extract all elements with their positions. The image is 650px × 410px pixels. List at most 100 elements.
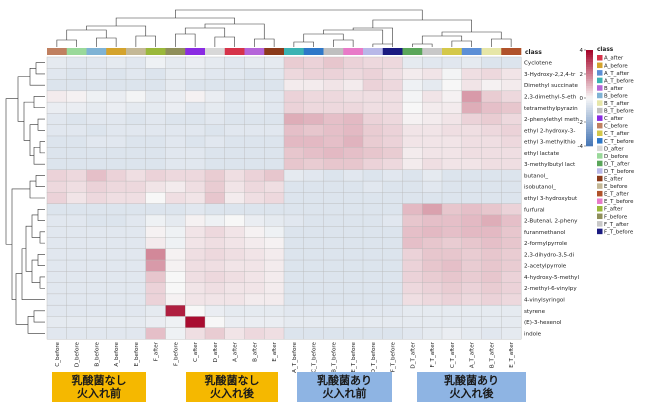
heatmap-cell: [382, 225, 403, 238]
heatmap-cell: [264, 248, 285, 261]
heatmap-cell: [185, 316, 206, 329]
heatmap-cell: [244, 327, 265, 340]
heatmap-cell: [441, 237, 463, 250]
heatmap-cell: [501, 68, 522, 81]
colorbar-swatch: [586, 114, 593, 118]
heatmap-cell: [86, 169, 107, 182]
legend-swatch: [597, 122, 603, 129]
heatmap-cell: [145, 113, 166, 126]
heatmap-cell: [145, 192, 166, 205]
heatmap-cell: [461, 180, 482, 193]
heatmap-cell: [461, 214, 482, 227]
heatmap-cell: [382, 293, 403, 306]
heatmap-cell: [323, 304, 344, 317]
heatmap-cell: [145, 79, 166, 92]
heatmap-cell: [244, 101, 265, 114]
class-annotation-cell: [66, 48, 87, 55]
heatmap-cell: [86, 158, 107, 171]
heatmap-cell: [501, 101, 522, 114]
dendrogram-branch: [37, 208, 45, 221]
heatmap-cell: [283, 271, 305, 284]
column-label: F_T_before: [391, 341, 397, 372]
legend-label: D_T_after: [604, 161, 630, 167]
heatmap-cell: [204, 79, 226, 92]
heatmap-cell: [46, 192, 68, 205]
class-annotation-cell: [284, 48, 305, 55]
heatmap-cell: [106, 169, 127, 182]
heatmap-cell: [244, 90, 265, 103]
heatmap-cell: [343, 158, 364, 171]
heatmap-cell: [362, 225, 384, 238]
heatmap-cell: [66, 327, 87, 340]
heatmap-cell: [441, 259, 463, 272]
dendrogram-branch: [491, 38, 512, 47]
heatmap-cell: [461, 147, 482, 160]
heatmap-cell: [106, 135, 127, 148]
heatmap-cell: [362, 192, 384, 205]
heatmap-cell: [303, 113, 324, 126]
heatmap-cell: [165, 79, 186, 92]
heatmap-cell: [145, 271, 166, 284]
heatmap-cell: [46, 271, 68, 284]
heatmap-cell: [501, 259, 522, 272]
heatmap-cell: [125, 79, 147, 92]
column-label: A_before: [114, 341, 120, 366]
heatmap-cell: [382, 124, 403, 137]
legend-label: E_before: [604, 184, 628, 190]
column-label: B_before: [94, 341, 100, 366]
heatmap-cell: [204, 203, 226, 216]
heatmap-cell: [382, 180, 403, 193]
heatmap-cell: [461, 90, 482, 103]
heatmap-cell: [86, 293, 107, 306]
heatmap-cell: [244, 135, 265, 148]
heatmap-cell: [343, 56, 364, 69]
column-label: A_T_after: [470, 341, 476, 368]
heatmap-cell: [106, 316, 127, 329]
legend-swatch: [597, 77, 603, 84]
class-annotation-cell: [343, 48, 364, 55]
heatmap-cell: [145, 316, 166, 329]
heatmap-cell: [283, 282, 305, 295]
dendrogram-branch: [39, 231, 45, 244]
heatmap-cell: [185, 180, 206, 193]
heatmap-cell: [323, 135, 344, 148]
heatmap-cell: [382, 214, 403, 227]
legend-label: A_before: [604, 63, 628, 69]
heatmap-cell: [481, 327, 502, 340]
heatmap-cell: [244, 124, 265, 137]
heatmap-cell: [185, 101, 206, 114]
heatmap-cell: [461, 68, 482, 81]
legend-swatch: [597, 175, 603, 182]
colorbar-swatch: [586, 81, 593, 84]
heatmap-cell: [323, 169, 344, 182]
heatmap-cell: [66, 316, 87, 329]
dendrogram-branch: [441, 31, 502, 39]
dendrogram-branch: [214, 36, 235, 47]
legend-swatch: [597, 221, 603, 227]
class-annotation-cell: [205, 48, 226, 55]
heatmap-cell: [244, 113, 265, 126]
heatmap-cell: [382, 158, 403, 171]
heatmap-cell: [343, 124, 364, 137]
heatmap-cell: [125, 282, 147, 295]
heatmap-cell: [323, 327, 344, 340]
heatmap-cell: [402, 158, 423, 171]
heatmap-cell: [244, 282, 265, 295]
heatmap-cell: [441, 113, 463, 126]
heatmap-cell: [46, 225, 68, 238]
column-label: C_after: [193, 341, 199, 362]
heatmap-cell: [46, 259, 68, 272]
heatmap-cell: [422, 180, 443, 193]
heatmap-cell: [264, 282, 285, 295]
heatmap-cell: [204, 56, 226, 69]
heatmap-cell: [461, 304, 482, 317]
row-label: 3-methylbutyl lact: [524, 162, 576, 168]
heatmap-cell: [264, 101, 285, 114]
heatmap-cell: [145, 282, 166, 295]
heatmap-cell: [86, 101, 107, 114]
heatmap-cell: [422, 203, 443, 216]
heatmap-cell: [204, 237, 226, 250]
dendrogram-branch: [115, 17, 235, 26]
heatmap-cell: [204, 101, 226, 114]
heatmap-cell: [165, 316, 186, 329]
